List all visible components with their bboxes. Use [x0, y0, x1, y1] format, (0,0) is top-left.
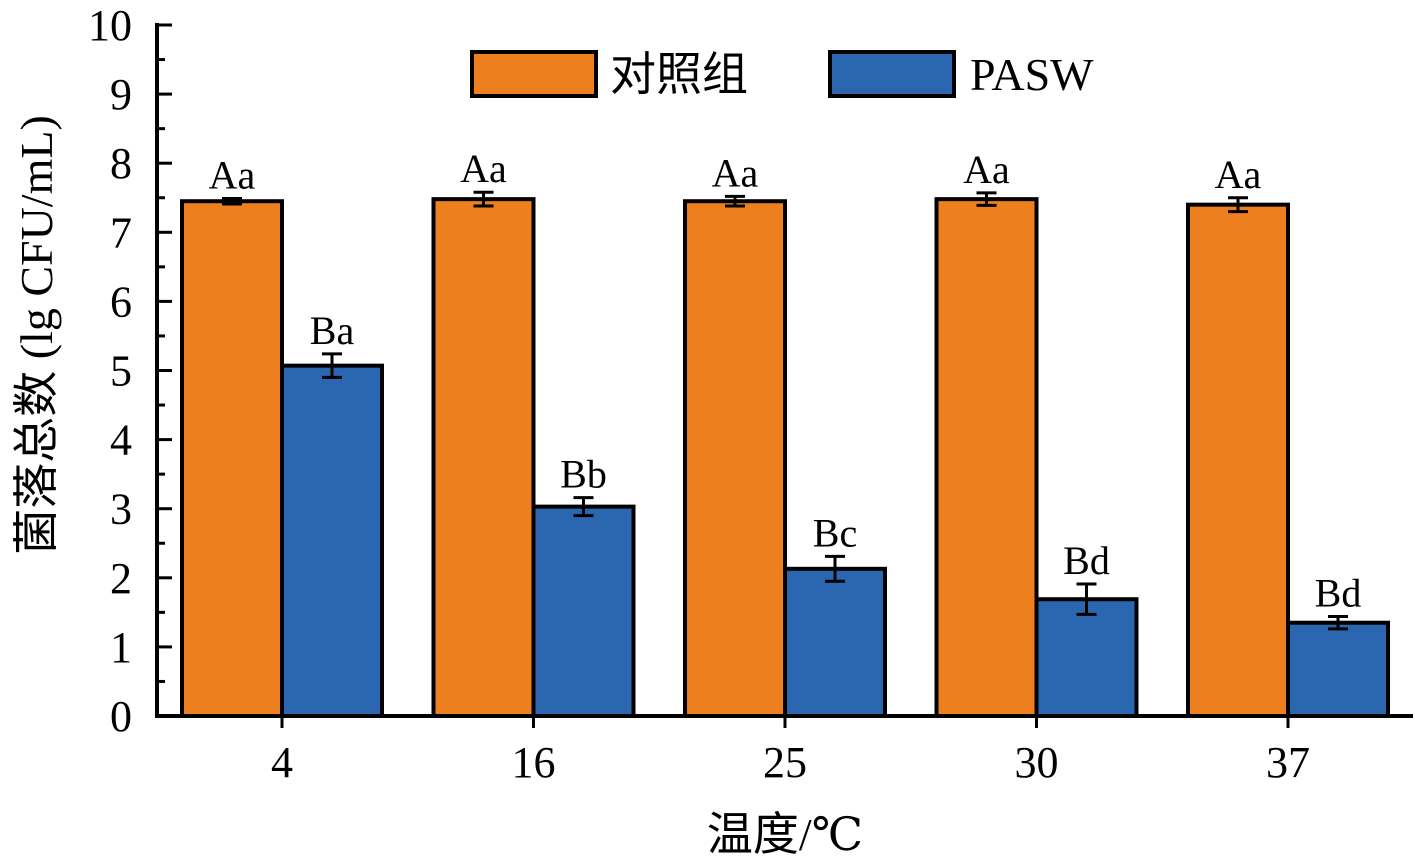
- x-tick-label: 25: [763, 738, 807, 787]
- legend-swatch-control: [470, 50, 598, 98]
- x-tick-label: 16: [512, 738, 556, 787]
- significance-label: Aa: [1215, 152, 1262, 197]
- x-tick-label: 4: [271, 738, 293, 787]
- y-tick-label: 2: [110, 554, 132, 603]
- y-tick-label: 4: [110, 416, 132, 465]
- bar-pasw-16: [531, 504, 636, 719]
- significance-label: Aa: [963, 147, 1010, 192]
- bar-control-25: [683, 199, 787, 718]
- significance-label: Aa: [209, 152, 256, 197]
- bar-pasw-4: [280, 363, 384, 718]
- y-tick-label: 9: [110, 70, 132, 119]
- legend-label-control: 对照组: [610, 49, 748, 100]
- x-tick-label: 30: [1015, 738, 1059, 787]
- y-axis-title: 菌落总数 (lg CFU/mL): [11, 115, 62, 555]
- significance-label: Bd: [1315, 570, 1362, 615]
- significance-label: Bc: [813, 510, 857, 555]
- legend-label-pasw: PASW: [970, 49, 1094, 100]
- significance-label: Bb: [560, 452, 607, 497]
- y-tick-label: 6: [110, 277, 132, 326]
- bar-pasw-37: [1286, 620, 1390, 719]
- y-tick-label: 8: [110, 139, 132, 188]
- bar-pasw-25: [783, 566, 887, 719]
- y-tick-label: 3: [110, 485, 132, 534]
- bar-pasw-30: [1034, 597, 1139, 719]
- bar-control-16: [431, 197, 536, 718]
- significance-label: Bd: [1063, 538, 1110, 583]
- bar-control-30: [934, 197, 1039, 718]
- x-axis-title: 温度/℃: [707, 809, 863, 860]
- significance-label: Ba: [310, 308, 355, 353]
- y-tick-label: 1: [110, 623, 132, 672]
- legend: 对照组 PASW: [470, 49, 1094, 100]
- y-tick-label: 0: [110, 692, 132, 741]
- significance-label: Aa: [712, 150, 759, 195]
- y-tick-label: 7: [110, 208, 132, 257]
- significance-label: Aa: [460, 146, 507, 191]
- y-tick-label: 10: [88, 1, 132, 50]
- y-tick-label: 5: [110, 347, 132, 396]
- legend-swatch-pasw: [828, 50, 956, 98]
- bar-control-4: [180, 199, 284, 718]
- x-tick-label: 37: [1266, 738, 1310, 787]
- bar-control-37: [1186, 202, 1290, 718]
